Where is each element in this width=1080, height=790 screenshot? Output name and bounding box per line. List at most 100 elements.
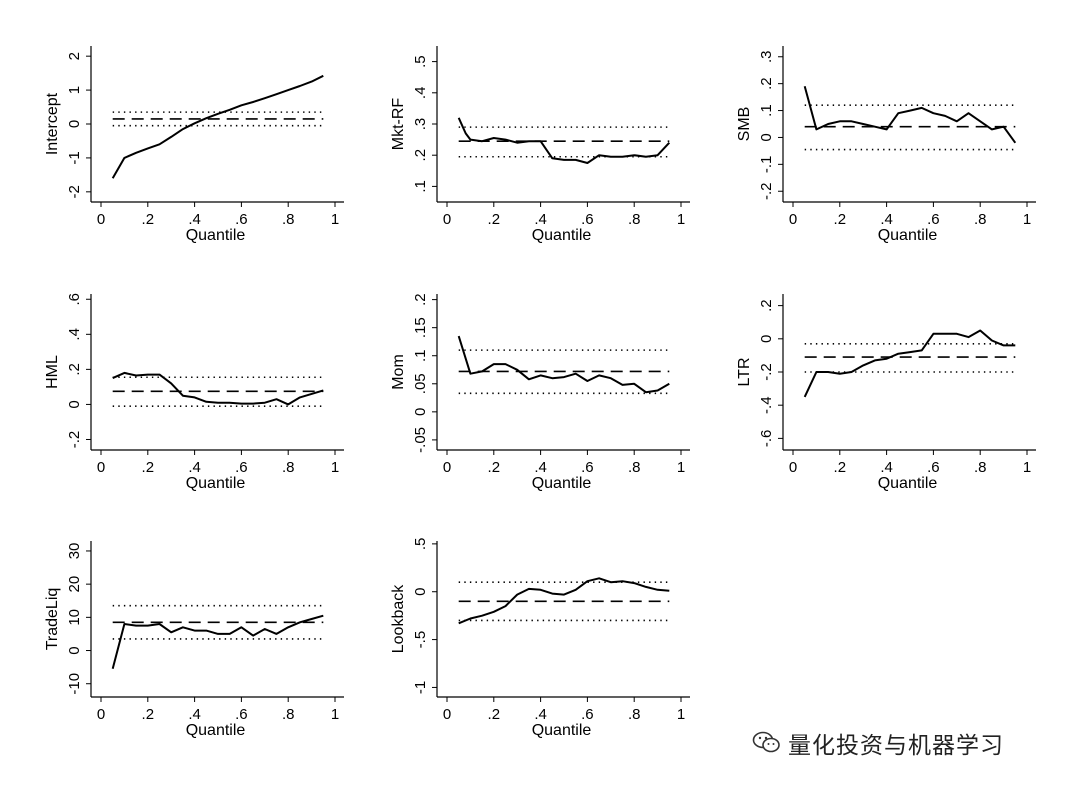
y-axis-title: HML bbox=[44, 355, 61, 389]
x-tick-label: 1 bbox=[1023, 459, 1031, 476]
series-line bbox=[457, 335, 670, 394]
x-axis-title: Quantile bbox=[878, 227, 938, 244]
y-tick-label: 0 bbox=[66, 646, 83, 654]
series-line bbox=[457, 117, 671, 164]
y-tick-label: .1 bbox=[758, 104, 775, 117]
y-tick-label: -1 bbox=[66, 151, 83, 164]
y-tick-label: .2 bbox=[758, 77, 775, 90]
chart-panel-mkt-rf: 0 .2 .4 .6 .8 1 .1 .2 .3 .4 .5 Quantile Mkt-RF bbox=[390, 46, 690, 244]
x-tick-label: .8 bbox=[628, 459, 641, 476]
x-tick-label: 0 bbox=[97, 706, 105, 723]
x-tick-label: 0 bbox=[97, 211, 105, 228]
y-tick-label: 1 bbox=[66, 86, 83, 94]
y-axis-title: Mkt-RF bbox=[390, 98, 407, 151]
y-tick-label: -.05 bbox=[412, 427, 429, 453]
x-tick-label: .6 bbox=[235, 459, 248, 476]
x-tick-label: .8 bbox=[974, 459, 987, 476]
y-tick-label: 10 bbox=[66, 609, 83, 626]
x-axis-title: Quantile bbox=[532, 475, 592, 492]
x-tick-label: .6 bbox=[927, 211, 940, 228]
y-tick-label: -10 bbox=[66, 673, 83, 695]
x-tick-label: 1 bbox=[1023, 211, 1031, 228]
y-axis-title: Mom bbox=[390, 354, 407, 390]
y-tick-label: 0 bbox=[758, 335, 775, 343]
y-tick-label: .3 bbox=[758, 51, 775, 64]
series-line bbox=[112, 371, 324, 406]
x-axis-title: Quantile bbox=[532, 722, 592, 739]
series-line bbox=[111, 74, 324, 179]
wechat-icon bbox=[752, 731, 780, 753]
y-tick-label: 0 bbox=[412, 588, 429, 596]
y-tick-label: .2 bbox=[758, 299, 775, 312]
y-tick-label: .15 bbox=[412, 317, 429, 338]
y-tick-label: -.6 bbox=[758, 430, 775, 448]
series-line bbox=[111, 614, 324, 670]
y-tick-label: .05 bbox=[412, 373, 429, 394]
watermark: 量化投资与机器学习 bbox=[752, 726, 1052, 760]
x-tick-label: .4 bbox=[188, 211, 201, 228]
y-tick-label: -.5 bbox=[412, 631, 429, 649]
x-tick-label: .2 bbox=[142, 459, 155, 476]
x-tick-label: 1 bbox=[677, 211, 685, 228]
y-tick-label: 0 bbox=[412, 408, 429, 416]
x-tick-label: .8 bbox=[628, 211, 641, 228]
chart-panel-mom: 0 .2 .4 .6 .8 1 -.05 0 .05 .1 .15 .2 Quantile Mom bbox=[390, 293, 690, 492]
x-tick-label: .4 bbox=[880, 459, 893, 476]
x-tick-label: 1 bbox=[677, 459, 685, 476]
y-tick-label: .5 bbox=[412, 538, 429, 551]
x-axis-title: Quantile bbox=[186, 722, 246, 739]
x-tick-label: .6 bbox=[581, 459, 594, 476]
x-tick-label: .4 bbox=[188, 459, 201, 476]
x-tick-label: .8 bbox=[282, 459, 295, 476]
chart-panel-smb: 0 .2 .4 .6 .8 1 -.2 -.1 0 .1 .2 .3 Quantile SMB bbox=[736, 46, 1036, 244]
y-tick-label: -.2 bbox=[66, 431, 83, 449]
y-tick-label: .5 bbox=[412, 55, 429, 68]
y-tick-label: 20 bbox=[66, 576, 83, 593]
x-tick-label: 0 bbox=[443, 706, 451, 723]
y-tick-label: -.2 bbox=[758, 182, 775, 200]
chart-panel-lookback: 0 .2 .4 .6 .8 1 -1 -.5 0 .5 Quantile Lookback bbox=[390, 538, 690, 739]
y-tick-label: .6 bbox=[66, 293, 83, 306]
y-tick-label: -.1 bbox=[758, 156, 775, 174]
y-tick-label: .1 bbox=[412, 349, 429, 362]
x-axis-title: Quantile bbox=[186, 227, 246, 244]
x-tick-label: .2 bbox=[488, 459, 501, 476]
y-tick-label: .4 bbox=[412, 87, 429, 100]
x-axis-title: Quantile bbox=[186, 475, 246, 492]
x-tick-label: .6 bbox=[581, 706, 594, 723]
y-tick-label: .1 bbox=[412, 180, 429, 193]
x-tick-label: .2 bbox=[834, 459, 847, 476]
x-tick-label: .8 bbox=[282, 211, 295, 228]
x-tick-label: .6 bbox=[581, 211, 594, 228]
x-tick-label: 0 bbox=[789, 211, 797, 228]
x-tick-label: 0 bbox=[789, 459, 797, 476]
y-tick-label: 0 bbox=[66, 120, 83, 128]
y-tick-label: .2 bbox=[412, 293, 429, 306]
x-tick-label: 1 bbox=[677, 706, 685, 723]
x-tick-label: .6 bbox=[235, 211, 248, 228]
x-axis-title: Quantile bbox=[532, 227, 592, 244]
x-tick-label: 1 bbox=[331, 211, 339, 228]
x-tick-label: .2 bbox=[142, 706, 155, 723]
series-line bbox=[458, 577, 670, 625]
y-tick-label: 30 bbox=[66, 543, 83, 560]
x-tick-label: .8 bbox=[974, 211, 987, 228]
x-tick-label: .2 bbox=[488, 706, 501, 723]
x-tick-label: .8 bbox=[628, 706, 641, 723]
y-tick-label: 0 bbox=[758, 133, 775, 141]
x-tick-label: 0 bbox=[443, 459, 451, 476]
y-tick-label: -.4 bbox=[758, 396, 775, 414]
y-tick-label: 0 bbox=[66, 400, 83, 408]
y-tick-label: -.2 bbox=[758, 363, 775, 381]
y-tick-label: .2 bbox=[412, 149, 429, 162]
series-line bbox=[803, 86, 1017, 144]
x-tick-label: .4 bbox=[188, 706, 201, 723]
y-tick-label: 2 bbox=[66, 52, 83, 60]
chart-panel-ltr: 0 .2 .4 .6 .8 1 -.6 -.4 -.2 0 .2 Quantile LTR bbox=[736, 294, 1036, 492]
x-axis-title: Quantile bbox=[878, 475, 938, 492]
series-line bbox=[803, 329, 1016, 398]
chart-panel-tradeliq: 0 .2 .4 .6 .8 1 -10 0 10 20 30 Quantile TradeLiq bbox=[44, 541, 344, 739]
watermark-text: 量化投资与机器学习 bbox=[788, 733, 1004, 759]
